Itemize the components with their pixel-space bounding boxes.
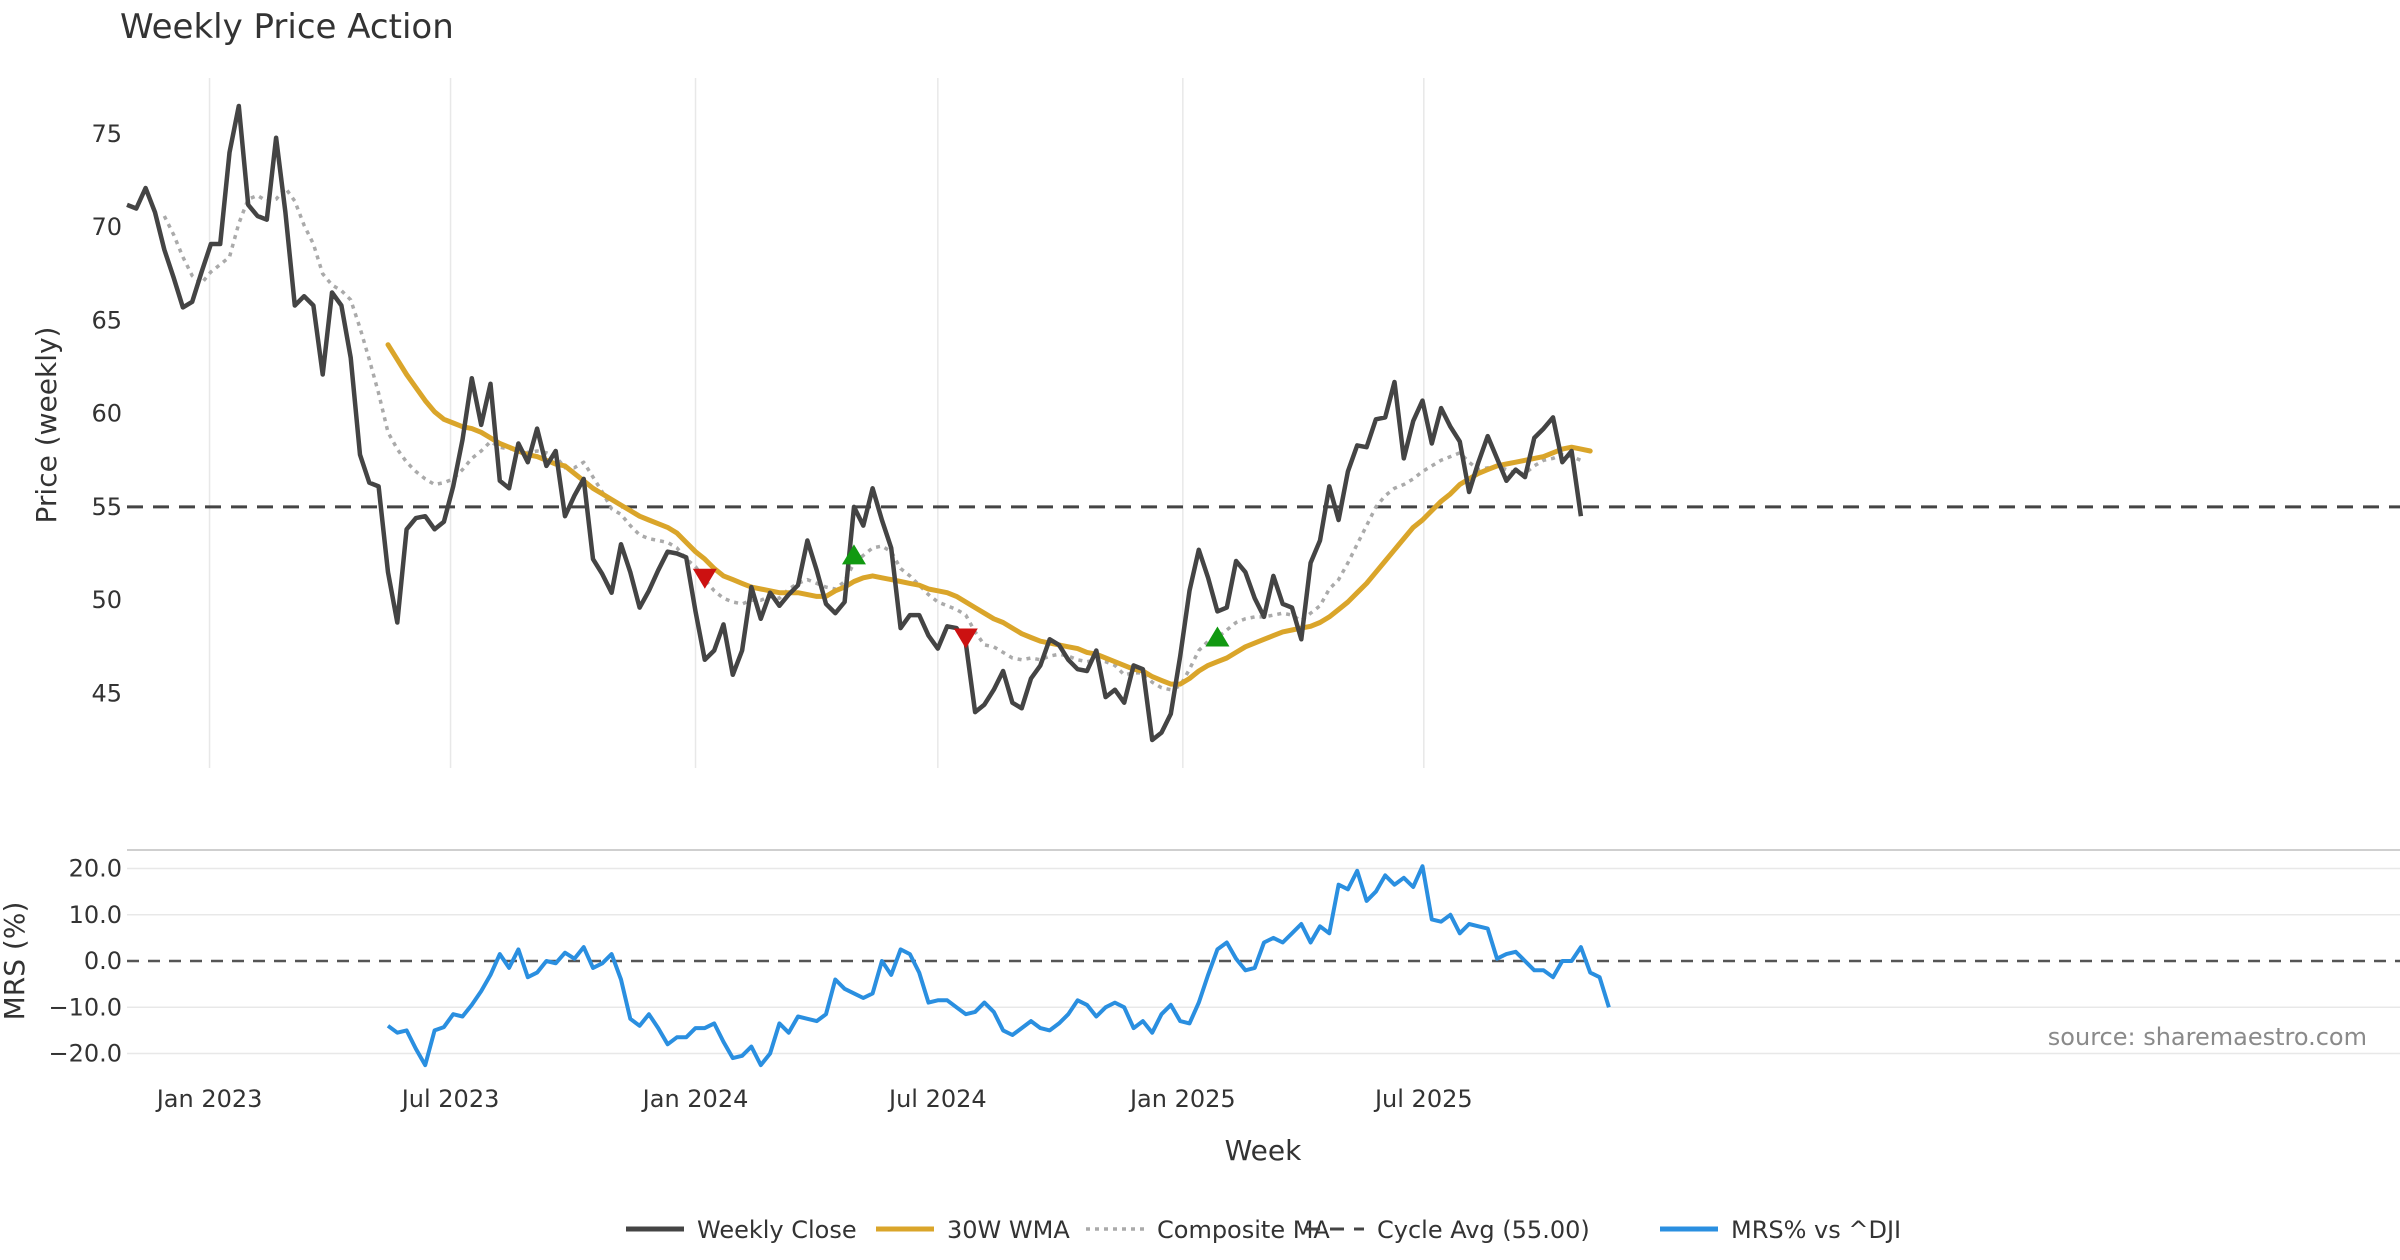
y-tick-labels: 45 50 55 60 65 70 75 −20.0 −10.0 0.0 10.0 20.0 — [48, 120, 122, 1068]
mrs-y-tick-label: 10.0 — [69, 901, 122, 929]
x-tick-label: Jan 2024 — [641, 1085, 749, 1113]
price-y-tick-label: 65 — [91, 306, 122, 334]
legend-label: 30W WMA — [947, 1216, 1070, 1244]
price-y-axis-title: Price (weekly) — [30, 327, 63, 524]
mrs-panel-grid — [127, 849, 2400, 1055]
mrs-y-tick-label: −10.0 — [48, 993, 122, 1021]
sell-signal-marker — [953, 628, 978, 649]
x-tick-label: Jan 2023 — [155, 1085, 263, 1113]
price-y-tick-label: 45 — [91, 679, 122, 707]
legend-label: Composite MA — [1157, 1216, 1330, 1244]
price-y-tick-label: 75 — [91, 120, 122, 148]
mrs-y-tick-label: 20.0 — [69, 855, 122, 883]
price-panel-series — [126, 103, 2400, 743]
buy-signal-marker — [841, 544, 866, 565]
mrs-y-axis-title: MRS (%) — [0, 902, 31, 1021]
x-tick-label: Jan 2025 — [1128, 1085, 1236, 1113]
legend-label: MRS% vs ^DJI — [1731, 1216, 1901, 1244]
x-tick-label: Jul 2025 — [1373, 1085, 1473, 1113]
price-y-tick-label: 50 — [91, 586, 122, 614]
x-tick-labels: Jan 2023 Jul 2023 Jan 2024 Jul 2024 Jan 2025… — [155, 1085, 1473, 1113]
wma-30-line — [385, 342, 1593, 687]
chart-title: Weekly Price Action — [120, 7, 454, 47]
buy-signal-marker — [1205, 626, 1230, 647]
price-y-tick-label: 55 — [91, 493, 122, 521]
weekly-close-line — [126, 103, 1584, 743]
source-note: source: sharemaestro.com — [2048, 1023, 2367, 1051]
mrs-y-tick-label: −20.0 — [48, 1040, 122, 1068]
legend-label: Cycle Avg (55.00) — [1377, 1216, 1590, 1244]
price-y-tick-label: 60 — [91, 400, 122, 428]
price-panel-grid — [208, 78, 1425, 768]
price-y-tick-label: 70 — [91, 213, 122, 241]
legend-label: Weekly Close — [697, 1216, 857, 1244]
x-tick-label: Jul 2024 — [887, 1085, 987, 1113]
legend: Weekly Close 30W WMA Composite MA Cycle Avg… — [626, 1216, 1901, 1244]
x-tick-label: Jul 2023 — [400, 1085, 500, 1113]
mrs-panel-series — [127, 864, 2400, 1068]
mrs-line — [386, 864, 1611, 1068]
x-axis-title: Week — [1225, 1134, 1302, 1167]
mrs-y-tick-label: 0.0 — [84, 947, 122, 975]
sell-signal-marker — [692, 568, 717, 589]
